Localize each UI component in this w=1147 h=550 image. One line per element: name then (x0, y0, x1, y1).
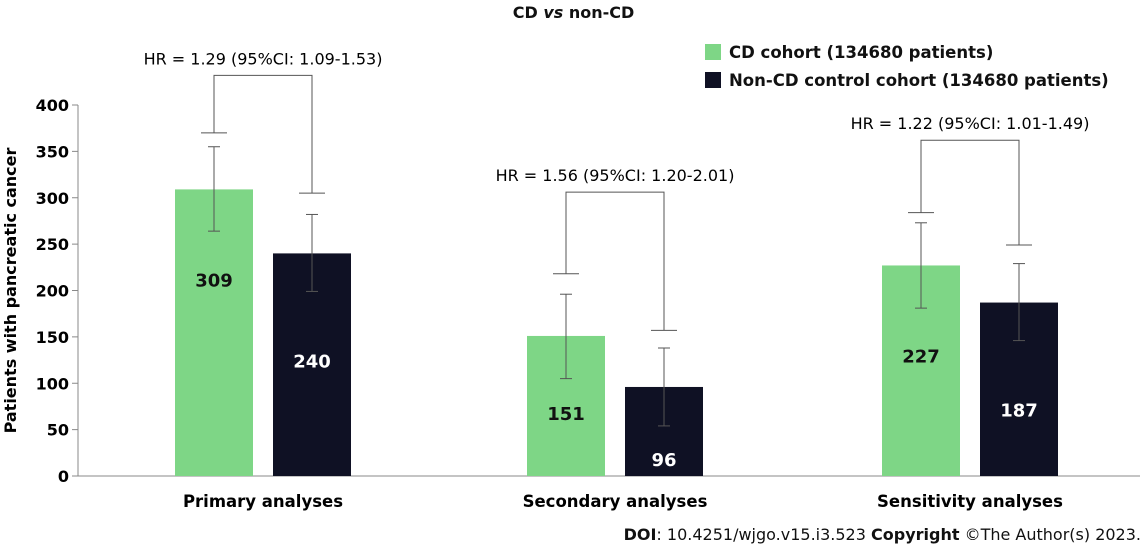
copyright-value: ©The Author(s) 2023. (959, 525, 1141, 544)
x-tick-label: Secondary analyses (523, 492, 708, 511)
bar-value-label: 96 (651, 450, 676, 471)
legend-label-cd: CD cohort (134680 patients) (729, 42, 994, 62)
footer-citation: DOI: 10.4251/wjgo.v15.i3.523 Copyright ©… (624, 525, 1141, 544)
hr-annotation: HR = 1.56 (95%CI: 1.20-2.01) (496, 166, 735, 185)
legend-item-noncd: Non-CD control cohort (134680 patients) (705, 66, 1109, 94)
legend-item-cd: CD cohort (134680 patients) (705, 38, 1109, 66)
bar-value-label: 187 (1000, 401, 1038, 422)
bar-value-label: 227 (902, 346, 940, 367)
legend: CD cohort (134680 patients) Non-CD contr… (705, 38, 1109, 94)
title-vs: vs (543, 3, 564, 22)
title-suffix: non-CD (568, 3, 635, 22)
y-tick-label: 400 (36, 96, 69, 115)
y-tick-label: 50 (47, 421, 69, 440)
bar-value-label: 309 (195, 270, 233, 291)
y-tick-label: 0 (58, 467, 69, 486)
doi-label: DOI (623, 525, 657, 544)
title-prefix: CD (512, 3, 538, 22)
hr-annotation: HR = 1.22 (95%CI: 1.01-1.49) (851, 114, 1090, 133)
copyright-label: Copyright (871, 525, 960, 544)
doi-value: : 10.4251/wjgo.v15.i3.523 (656, 525, 866, 544)
y-tick-label: 100 (36, 374, 69, 393)
bar-value-label: 151 (547, 404, 585, 425)
y-tick-label: 350 (36, 142, 69, 161)
y-tick-label: 300 (36, 189, 69, 208)
hr-bracket (213, 74, 313, 194)
chart-title: CD vs non-CD (0, 3, 1147, 22)
legend-swatch-noncd (705, 72, 721, 88)
y-tick-label: 250 (36, 235, 69, 254)
hr-bracket (920, 139, 1020, 246)
bar (175, 189, 253, 476)
hr-bracket (565, 191, 665, 331)
y-axis-label: Patients with pancreatic cancer (1, 147, 20, 433)
x-tick-label: Sensitivity analyses (877, 492, 1063, 511)
y-tick-label: 150 (36, 328, 69, 347)
y-tick-label: 200 (36, 282, 69, 301)
legend-swatch-cd (705, 44, 721, 60)
hr-annotation: HR = 1.29 (95%CI: 1.09-1.53) (144, 49, 383, 68)
bar-value-label: 240 (293, 351, 331, 372)
x-tick-label: Primary analyses (183, 492, 343, 511)
legend-label-noncd: Non-CD control cohort (134680 patients) (729, 70, 1109, 90)
